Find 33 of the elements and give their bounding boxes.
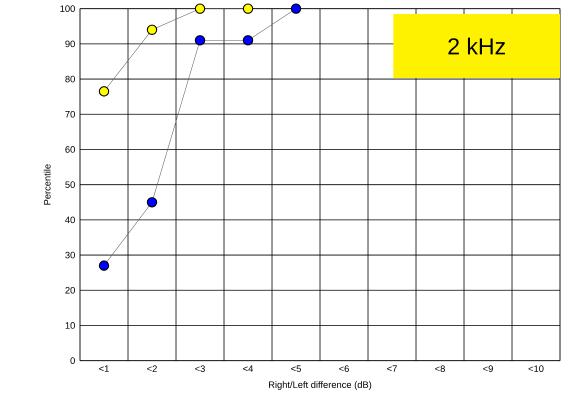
y-tick-label: 100 bbox=[60, 5, 75, 12]
x-tick-label: <1 bbox=[99, 365, 109, 372]
x-tick-label: <3 bbox=[195, 365, 205, 372]
x-axis-title: Right/Left difference (dB) bbox=[268, 381, 372, 390]
annotation: 2 kHz bbox=[448, 38, 505, 54]
y-tick-label: 0 bbox=[70, 357, 75, 364]
point bbox=[146, 24, 158, 35]
y-tick-label: 90 bbox=[65, 40, 75, 48]
x-tick-label: <7 bbox=[387, 365, 397, 372]
point bbox=[98, 260, 110, 271]
point bbox=[146, 197, 158, 208]
y-tick-label: 70 bbox=[65, 110, 75, 118]
x-tick-label: <9 bbox=[483, 365, 493, 372]
y-tick-label: 20 bbox=[65, 286, 75, 294]
y-tick-label: 80 bbox=[65, 76, 75, 82]
point bbox=[290, 3, 302, 14]
point bbox=[242, 35, 254, 46]
y-tick-label: 50 bbox=[65, 181, 75, 188]
y-tick-label: 30 bbox=[65, 252, 75, 258]
y-tick-label: 60 bbox=[65, 146, 75, 153]
x-tick-label: <6 bbox=[339, 365, 349, 372]
y-axis-title: Percentile bbox=[44, 164, 51, 205]
x-tick-label: <4 bbox=[243, 365, 254, 372]
point bbox=[242, 3, 254, 14]
point bbox=[98, 86, 110, 97]
y-tick-label: 10 bbox=[66, 322, 75, 329]
x-tick-label: <10 bbox=[528, 365, 544, 372]
point bbox=[194, 3, 206, 14]
x-tick-label: <8 bbox=[435, 365, 445, 372]
x-tick-label: <5 bbox=[291, 365, 301, 372]
point bbox=[194, 35, 206, 46]
x-tick-label: <2 bbox=[147, 365, 157, 372]
y-tick-label: 40 bbox=[65, 216, 75, 224]
